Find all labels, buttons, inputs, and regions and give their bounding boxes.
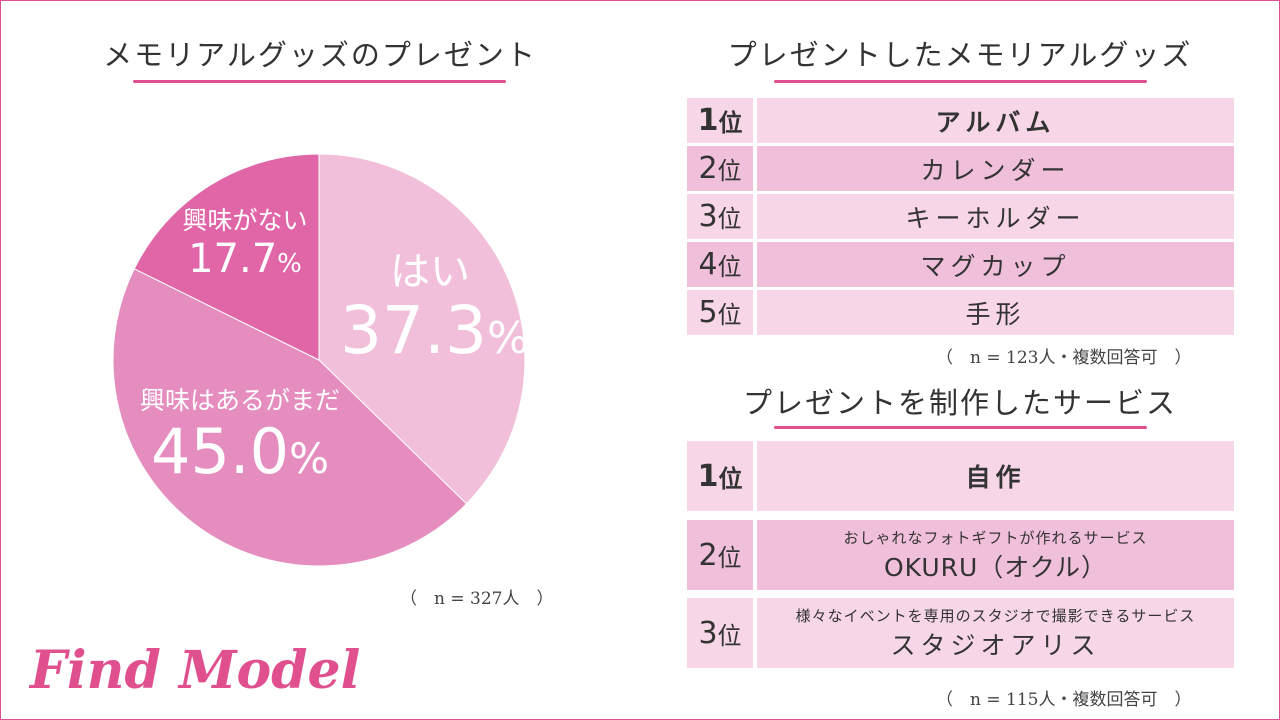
rank-number: 1	[697, 103, 719, 138]
table2-underline	[774, 426, 1147, 429]
rank-number: 2	[698, 537, 718, 573]
rank-number: 5	[698, 295, 718, 330]
table-row: 1 位自作	[687, 441, 1234, 511]
rank-unit: 位	[717, 543, 742, 572]
pct-sign: %	[486, 313, 529, 364]
rank-unit: 位	[717, 253, 742, 281]
label-not-interested-value: 17.7	[188, 236, 278, 282]
label-not-interested-text: 興味がない	[182, 206, 308, 235]
rank-number: 2	[698, 151, 718, 186]
label-yes-value: 37.3	[340, 292, 487, 369]
table2-title: プレゼントを制作したサービス	[742, 386, 1177, 420]
table-row: 5 位手形	[687, 290, 1234, 335]
item-description: 様々なイベントを専用のスタジオで撮影できるサービス	[795, 606, 1196, 625]
rank-number: 4	[698, 247, 718, 282]
item-cell: アルバム	[757, 98, 1234, 143]
pie-slice-0	[318, 153, 526, 505]
rank-number: 3	[698, 615, 718, 651]
rank-unit: 位	[718, 464, 743, 493]
find-model-logo: Find Model	[30, 640, 361, 701]
table-row: 3 位様々なイベントを専用のスタジオで撮影できるサービス スタジオアリス	[687, 598, 1234, 668]
item-cell: カレンダー	[757, 146, 1234, 191]
rank-number: 3	[698, 199, 718, 234]
item-cell: おしゃれなフォトギフトが作れるサービス OKURU（オクル）	[757, 520, 1234, 590]
pie-slice-1	[112, 268, 468, 567]
table-row: 1 位アルバム	[687, 98, 1234, 143]
table-row: 2 位カレンダー	[687, 146, 1234, 191]
table-row: 2 位 おしゃれなフォトギフトが作れるサービス OKURU（オクル）	[687, 520, 1234, 590]
table-row: 4 位マグカップ	[687, 242, 1234, 287]
pie-note: （ n = 327人 ）	[400, 589, 554, 609]
item-name: OKURU（オクル）	[883, 552, 1108, 582]
label-interested: 興味はあるがまだ 45.0%	[125, 388, 355, 483]
item-cell: 自作	[757, 441, 1234, 511]
label-yes-text: はい	[390, 249, 470, 295]
rank-unit: 位	[717, 205, 742, 233]
title-underline	[133, 80, 506, 83]
item-cell: マグカップ	[757, 242, 1234, 287]
rank-unit: 位	[717, 621, 742, 650]
item-cell: キーホルダー	[757, 194, 1234, 239]
rank-number: 1	[697, 458, 719, 494]
table1-title: プレゼントしたメモリアルグッズ	[727, 38, 1193, 72]
table2-note: （ n = 115人・複数回答可 ）	[936, 690, 1192, 710]
label-interested-value: 45.0	[151, 415, 290, 488]
label-not-interested: 興味がない 17.7%	[170, 208, 320, 279]
pie-slice-2	[133, 153, 320, 361]
item-name: スタジオアリス	[890, 630, 1101, 660]
table1-underline	[774, 80, 1147, 83]
label-yes: はい 37.3%	[340, 249, 529, 364]
label-interested-text: 興味はあるがまだ	[139, 386, 340, 415]
item-cell: 手形	[757, 290, 1234, 335]
pie-title: メモリアルグッズのプレゼント	[103, 38, 537, 72]
rank-unit: 位	[717, 301, 742, 329]
rank-unit: 位	[717, 157, 742, 185]
table-row: 3 位キーホルダー	[687, 194, 1234, 239]
item-description: おしゃれなフォトギフトが作れるサービス	[843, 528, 1148, 547]
rank-unit: 位	[718, 109, 743, 137]
pct-sign: %	[289, 434, 329, 483]
item-cell: 様々なイベントを専用のスタジオで撮影できるサービススタジオアリス	[757, 598, 1234, 668]
pct-sign: %	[277, 249, 302, 279]
table1-note: （ n = 123人・複数回答可 ）	[936, 348, 1192, 368]
